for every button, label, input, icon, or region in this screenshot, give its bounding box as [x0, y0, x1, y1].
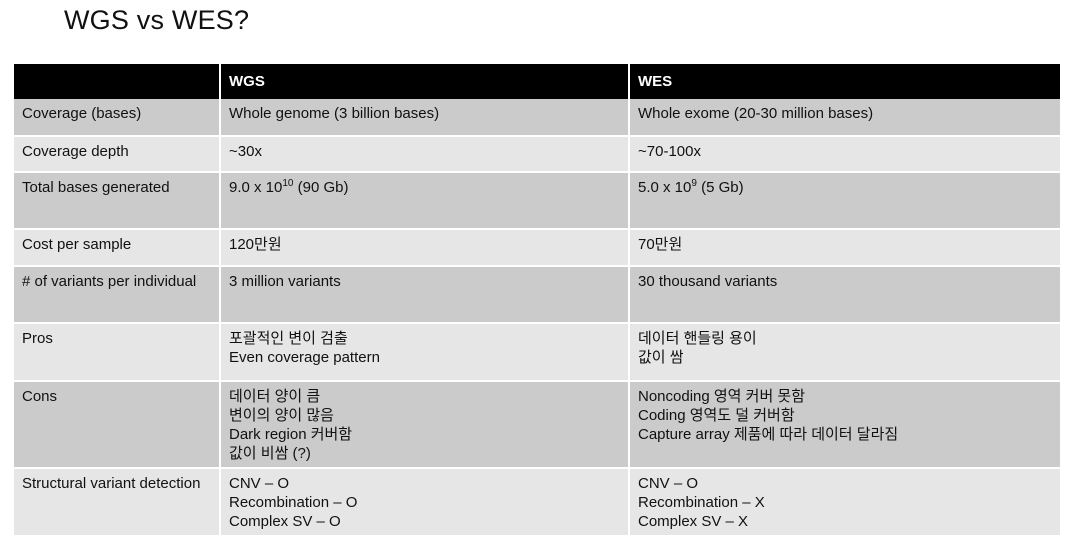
row-label: Cons	[14, 381, 221, 469]
sci-mantissa: 9.0 x 10	[229, 179, 283, 196]
wes-cell: ~70-100x	[629, 136, 1060, 173]
table-row-variants: # of variants per individual 3 million v…	[14, 266, 1060, 324]
row-label: Total bases generated	[14, 172, 221, 230]
table-row-cost: Cost per sample 120만원 70만원	[14, 229, 1060, 267]
table-row-pros: Pros 포괄적인 변이 검출 Even coverage pattern 데이…	[14, 323, 1060, 382]
wgs-cell: Whole genome (3 billion bases)	[220, 99, 630, 137]
cell-line: 70만원	[638, 236, 683, 253]
cell-line: 포괄적인 변이 검출	[229, 330, 348, 347]
cell-line: 3 million variants	[229, 273, 341, 290]
table-row-total-bases: Total bases generated 9.0 x 1010 (90 Gb)…	[14, 172, 1060, 230]
cell-line: CNV – O	[229, 475, 290, 492]
sci-mantissa: 5.0 x 10	[638, 179, 692, 196]
header-wgs: WGS	[220, 64, 630, 99]
table-row-coverage: Coverage (bases) Whole genome (3 billion…	[14, 99, 1060, 137]
comparison-table: WGS WES Coverage (bases) Whole genome (3…	[14, 64, 1060, 537]
cell-line: 30 thousand variants	[638, 273, 778, 290]
cell-line: 값이 쌈	[638, 349, 684, 366]
sci-suffix: (90 Gb)	[293, 179, 349, 196]
header-empty	[14, 64, 221, 99]
cell-line: Recombination – O	[229, 494, 358, 511]
table-row-depth: Coverage depth ~30x ~70-100x	[14, 136, 1060, 173]
cell-line: Noncoding 영역 커버 못함	[638, 388, 806, 405]
table-row-sv-detection: Structural variant detection CNV – O Rec…	[14, 468, 1060, 537]
cell-line: 데이터 핸들링 용이	[638, 330, 757, 347]
row-label: Coverage depth	[14, 136, 221, 173]
cell-line: Whole exome (20-30 million bases)	[638, 105, 874, 122]
cell-line: Capture array 제품에 따라 데이터 달라짐	[638, 426, 899, 443]
cell-line: 변이의 양이 많음	[229, 407, 334, 424]
row-label: # of variants per individual	[14, 266, 221, 324]
table-row-cons: Cons 데이터 양이 큼 변이의 양이 많음 Dark region 커버함 …	[14, 381, 1060, 469]
wes-cell: 데이터 핸들링 용이 값이 쌈	[629, 323, 1060, 382]
sci-suffix: (5 Gb)	[696, 179, 744, 196]
cell-line: 값이 비쌈 (?)	[229, 445, 311, 462]
wgs-cell: 9.0 x 1010 (90 Gb)	[220, 172, 630, 230]
wgs-cell: 120만원	[220, 229, 630, 267]
cell-line: Dark region 커버함	[229, 426, 353, 443]
sci-exponent: 10	[282, 178, 294, 189]
wgs-cell: 포괄적인 변이 검출 Even coverage pattern	[220, 323, 630, 382]
sci-exponent: 9	[691, 178, 697, 189]
cell-line: Coding 영역도 덜 커버함	[638, 407, 795, 424]
wes-cell: Noncoding 영역 커버 못함 Coding 영역도 덜 커버함 Capt…	[629, 381, 1060, 469]
cell-line: 120만원	[229, 236, 282, 253]
row-label: Cost per sample	[14, 229, 221, 267]
wes-cell: Whole exome (20-30 million bases)	[629, 99, 1060, 137]
cell-line: ~30x	[229, 143, 262, 160]
wes-cell: CNV – O Recombination – X Complex SV – X	[629, 468, 1060, 537]
cell-line: Whole genome (3 billion bases)	[229, 105, 440, 122]
wes-cell: 30 thousand variants	[629, 266, 1060, 324]
cell-line: Even coverage pattern	[229, 349, 380, 366]
row-label: Coverage (bases)	[14, 99, 221, 137]
cell-line: Complex SV – X	[638, 513, 749, 530]
wes-cell: 5.0 x 109 (5 Gb)	[629, 172, 1060, 230]
header-wes: WES	[629, 64, 1060, 99]
cell-line: Complex SV – O	[229, 513, 341, 530]
cell-line: ~70-100x	[638, 143, 701, 160]
cell-line: 데이터 양이 큼	[229, 388, 321, 405]
cell-line: Recombination – X	[638, 494, 765, 511]
wgs-cell: CNV – O Recombination – O Complex SV – O	[220, 468, 630, 537]
wgs-cell: 데이터 양이 큼 변이의 양이 많음 Dark region 커버함 값이 비쌈…	[220, 381, 630, 469]
row-label: Pros	[14, 323, 221, 382]
wes-cell: 70만원	[629, 229, 1060, 267]
row-label: Structural variant detection	[14, 468, 221, 537]
page-title: WGS vs WES?	[64, 5, 250, 35]
cell-line: CNV – O	[638, 475, 699, 492]
wgs-cell: 3 million variants	[220, 266, 630, 324]
wgs-cell: ~30x	[220, 136, 630, 173]
table-header-row: WGS WES	[14, 64, 1060, 99]
